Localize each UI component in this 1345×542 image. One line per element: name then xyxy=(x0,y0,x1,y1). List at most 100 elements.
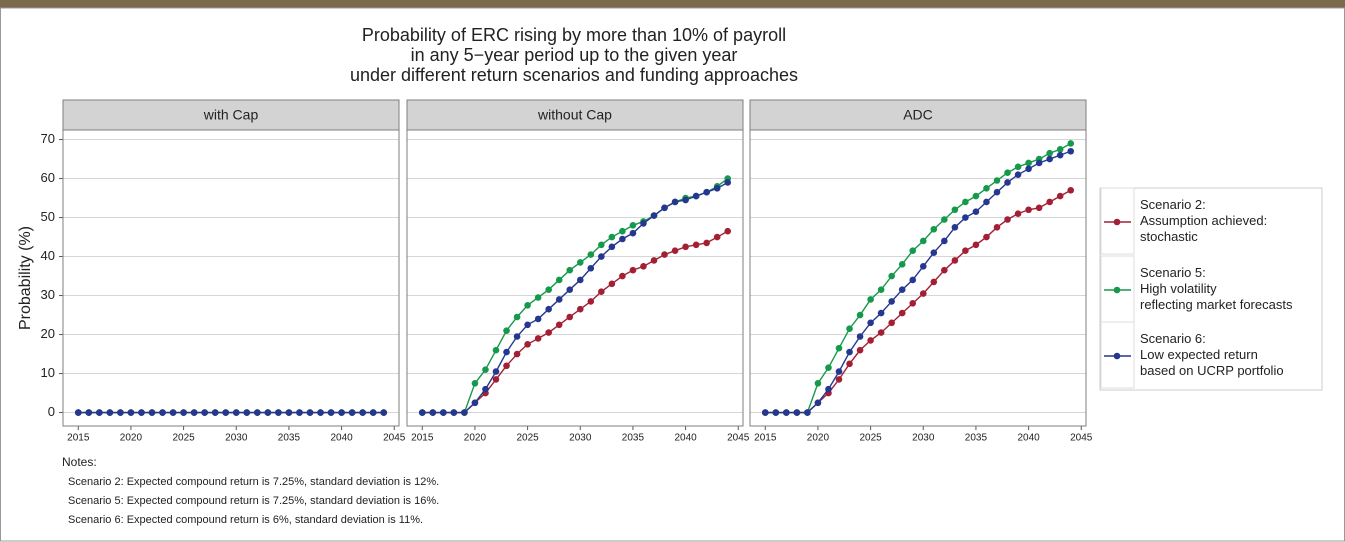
data-point xyxy=(713,185,721,192)
data-point xyxy=(492,346,500,354)
data-point xyxy=(856,333,864,340)
note: Scenario 2: Expected compound return is … xyxy=(68,476,439,488)
data-point xyxy=(232,409,240,416)
data-point xyxy=(919,290,927,297)
data-point xyxy=(856,311,864,319)
top-bar xyxy=(0,0,1345,8)
x-tick-label: 2045 xyxy=(727,433,750,444)
x-tick-label: 2040 xyxy=(674,433,697,444)
data-point xyxy=(846,348,853,356)
data-point xyxy=(804,409,811,416)
data-point xyxy=(1035,159,1043,167)
data-point xyxy=(825,364,832,371)
data-point xyxy=(608,233,616,241)
data-point xyxy=(650,212,658,219)
data-point xyxy=(919,237,927,245)
data-point xyxy=(1014,210,1022,217)
data-point xyxy=(1056,151,1064,159)
data-point xyxy=(1035,204,1043,212)
data-point xyxy=(587,298,595,305)
data-point xyxy=(1004,179,1011,186)
facet-label: without Cap xyxy=(537,107,612,123)
data-point xyxy=(962,198,969,206)
data-point xyxy=(327,409,335,416)
data-point xyxy=(471,379,479,387)
data-point xyxy=(587,251,595,258)
data-point xyxy=(555,276,563,284)
data-point xyxy=(629,222,637,229)
data-point xyxy=(545,305,552,313)
data-point xyxy=(983,233,990,241)
data-point xyxy=(867,319,874,327)
data-point xyxy=(909,276,917,284)
data-point xyxy=(503,362,510,370)
panel-border xyxy=(406,129,744,427)
data-point xyxy=(661,251,668,258)
y-tick-label: 10 xyxy=(41,365,55,380)
data-point xyxy=(264,409,272,416)
data-point xyxy=(285,409,293,416)
data-point xyxy=(898,261,906,268)
data-point xyxy=(1025,165,1032,173)
x-tick-label: 2025 xyxy=(516,433,539,444)
x-tick-label: 2020 xyxy=(464,433,487,444)
data-point xyxy=(930,249,938,256)
data-point xyxy=(534,294,542,301)
x-tick-label: 2040 xyxy=(330,433,353,444)
x-tick-label: 2015 xyxy=(754,433,777,444)
data-point xyxy=(898,286,906,293)
data-point xyxy=(671,247,679,255)
panel-border xyxy=(62,129,400,427)
data-point xyxy=(761,409,769,416)
data-point xyxy=(793,409,801,416)
data-point xyxy=(608,280,616,288)
data-point xyxy=(471,399,479,407)
data-point xyxy=(503,327,510,334)
data-point xyxy=(201,409,208,416)
data-point xyxy=(169,409,177,416)
x-tick-label: 2030 xyxy=(912,433,935,444)
data-point xyxy=(867,337,874,344)
note: Scenario 5: Expected compound return is … xyxy=(68,495,439,507)
data-point xyxy=(814,379,822,387)
data-point xyxy=(930,225,938,233)
data-point xyxy=(1046,198,1053,206)
y-tick-label: 50 xyxy=(41,209,55,224)
data-point xyxy=(888,272,895,280)
facet-strip xyxy=(406,99,744,131)
x-tick-label: 2020 xyxy=(120,433,143,444)
data-point xyxy=(190,409,198,416)
data-point xyxy=(127,409,135,416)
data-point xyxy=(692,241,700,249)
data-point xyxy=(724,179,732,186)
data-point xyxy=(587,264,595,272)
legend-label: Scenario 2: Assumption achieved: stochasti… xyxy=(1140,197,1267,244)
data-point xyxy=(856,346,864,354)
data-point xyxy=(254,409,261,416)
data-point xyxy=(919,263,927,270)
notes-heading: Notes: xyxy=(62,455,97,469)
data-point xyxy=(867,296,874,303)
data-point xyxy=(671,198,679,206)
data-point xyxy=(74,409,82,416)
y-tick-label: 60 xyxy=(41,170,55,185)
data-point xyxy=(359,409,366,416)
data-point xyxy=(983,185,990,192)
data-point xyxy=(1067,186,1075,194)
data-point xyxy=(993,188,1001,196)
y-tick-label: 0 xyxy=(48,404,55,419)
plot-area xyxy=(407,130,743,426)
x-tick-label: 2035 xyxy=(278,433,301,444)
data-point xyxy=(222,409,230,416)
data-point xyxy=(835,344,843,352)
y-tick-label: 30 xyxy=(41,287,55,302)
x-tick-label: 2030 xyxy=(569,433,592,444)
data-point xyxy=(576,259,584,266)
data-point xyxy=(640,220,647,227)
legend-label: Scenario 6: Low expected return based on U… xyxy=(1140,331,1284,378)
data-point xyxy=(650,257,658,264)
data-point xyxy=(846,360,853,368)
data-point xyxy=(898,309,906,317)
facet-strip xyxy=(62,99,400,131)
data-point xyxy=(1067,140,1075,147)
